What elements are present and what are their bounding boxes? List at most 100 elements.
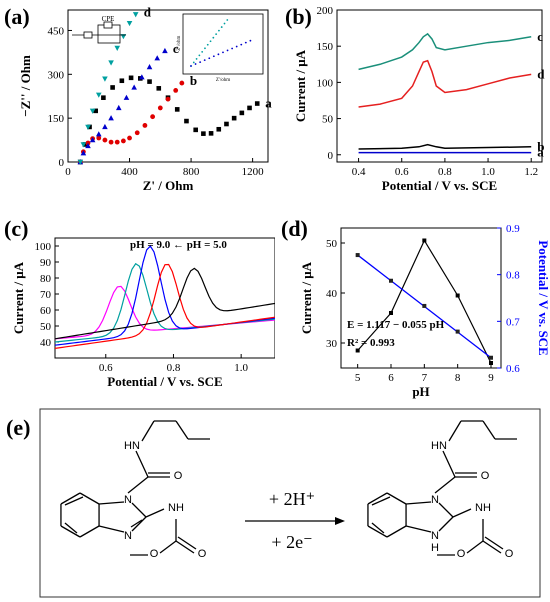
series-line-b [358, 143, 532, 150]
n-hydrogen: H [431, 542, 439, 554]
x-tick-label: 0.8 [438, 166, 452, 178]
data-point-a [174, 107, 180, 112]
x-tick-label: 1.0 [234, 362, 248, 374]
inset-point [218, 29, 220, 32]
data-point-c [102, 123, 108, 130]
data-point-a [201, 131, 206, 136]
ph-annotation: pH = 9.0 ← pH = 5.0 [130, 239, 227, 251]
inset-point [244, 41, 247, 44]
data-point-b [142, 123, 148, 128]
series-label-a: a [265, 96, 272, 111]
benzene-bond [367, 525, 388, 538]
y2-tick-label: 0.9 [506, 223, 520, 235]
ester-oxygen: O [150, 548, 159, 560]
y-tick-label: 60 [40, 305, 52, 317]
current-point [489, 361, 493, 365]
data-point-c [80, 150, 87, 156]
carbamate-double [484, 536, 504, 550]
y-tick-label: 0 [59, 157, 65, 169]
inset-point [220, 26, 223, 28]
panel-label-c: (c) [4, 216, 28, 241]
inset-point [231, 47, 234, 50]
ring-bond [406, 501, 432, 505]
data-point-a [119, 78, 125, 84]
benzene-bond [79, 492, 100, 505]
current-point [355, 348, 360, 353]
data-point-b [179, 80, 185, 86]
resistor-rs [83, 31, 93, 39]
chart-c: (c) 0.6 0.8 1.0 40 50 60 70 80 90 100 Potential / … [4, 216, 275, 389]
plot-frame [67, 9, 269, 163]
oxygen: O [174, 470, 183, 482]
data-point-d [95, 92, 102, 98]
benzene-bond [367, 492, 388, 505]
y-tick-label: 50 [40, 321, 52, 333]
inset-point [222, 51, 224, 54]
inset-point [206, 43, 209, 46]
ester-oxygen: O [457, 548, 466, 560]
series-line-pH-8-0 [54, 262, 275, 343]
amide-nh: HN [124, 440, 140, 452]
x-tick-label: 400 [121, 166, 138, 178]
carbamate-oxygen: O [505, 548, 514, 560]
ring-bond [131, 502, 147, 518]
series-label-b: b [537, 139, 544, 154]
data-point-d [120, 34, 127, 40]
potential-point [489, 355, 493, 360]
data-point-a [208, 131, 214, 136]
x-tick-label: 6 [388, 372, 394, 384]
y-axis-label: Current / μA [293, 49, 308, 122]
x-tick-label: 9 [488, 372, 494, 384]
panel-label-d: (d) [281, 216, 308, 241]
data-point-c [139, 74, 145, 80]
data-point-d [89, 108, 96, 114]
plot-frame [54, 237, 275, 359]
current-point [422, 238, 427, 243]
data-point-d [126, 20, 133, 27]
y-tick-label: 40 [40, 337, 52, 349]
benzene-double-bond [371, 496, 391, 506]
inset-point [194, 63, 197, 65]
benzene-bond [60, 525, 81, 538]
inset-frame [182, 13, 264, 75]
data-point-c [146, 64, 153, 70]
y-tick-label: 70 [40, 289, 52, 301]
oxygen: O [481, 470, 490, 482]
inset-point [217, 53, 220, 56]
ester-bond [159, 540, 177, 554]
inset-point [192, 61, 195, 64]
x-tick-label: 0.6 [99, 362, 113, 374]
data-point-b [165, 96, 171, 102]
reaction-arrow-head [335, 517, 345, 525]
y2-axis-label: Potential / V vs. SCE [536, 240, 550, 355]
x-axis-label: Z' / Ohm [143, 178, 194, 193]
data-point-d [102, 76, 108, 82]
carbamate-bond [452, 508, 472, 518]
benzene-bond [386, 492, 407, 505]
carbamate-oxygen: O [198, 548, 207, 560]
inset-point [240, 43, 243, 46]
data-point-a [247, 105, 252, 111]
benzene-double-bond [371, 522, 385, 534]
butyl-bond [482, 420, 496, 440]
inset-point [209, 40, 212, 43]
y2-tick-label: 0.7 [506, 316, 520, 328]
inset-point [198, 54, 201, 57]
series-label-d: d [537, 66, 545, 81]
series-line-pH-7-0 [54, 245, 275, 346]
data-point-d [114, 45, 121, 51]
data-point-c [131, 84, 137, 90]
x-tick-label: 8 [455, 372, 461, 384]
inset-y-label: -Z''/ohm [177, 35, 182, 52]
y-tick-label: 30 [326, 338, 338, 350]
data-point-a [231, 115, 237, 121]
y-axis-label: −Z'' / Ohm [18, 55, 33, 117]
reactant-molecule: N N O HN NH O O [60, 420, 210, 560]
series-line-d [358, 59, 532, 108]
x-tick-label: 800 [183, 166, 200, 178]
inset-point [208, 57, 211, 60]
data-point-d [80, 142, 87, 148]
data-point-c [89, 137, 96, 143]
amide-bond [442, 450, 456, 478]
